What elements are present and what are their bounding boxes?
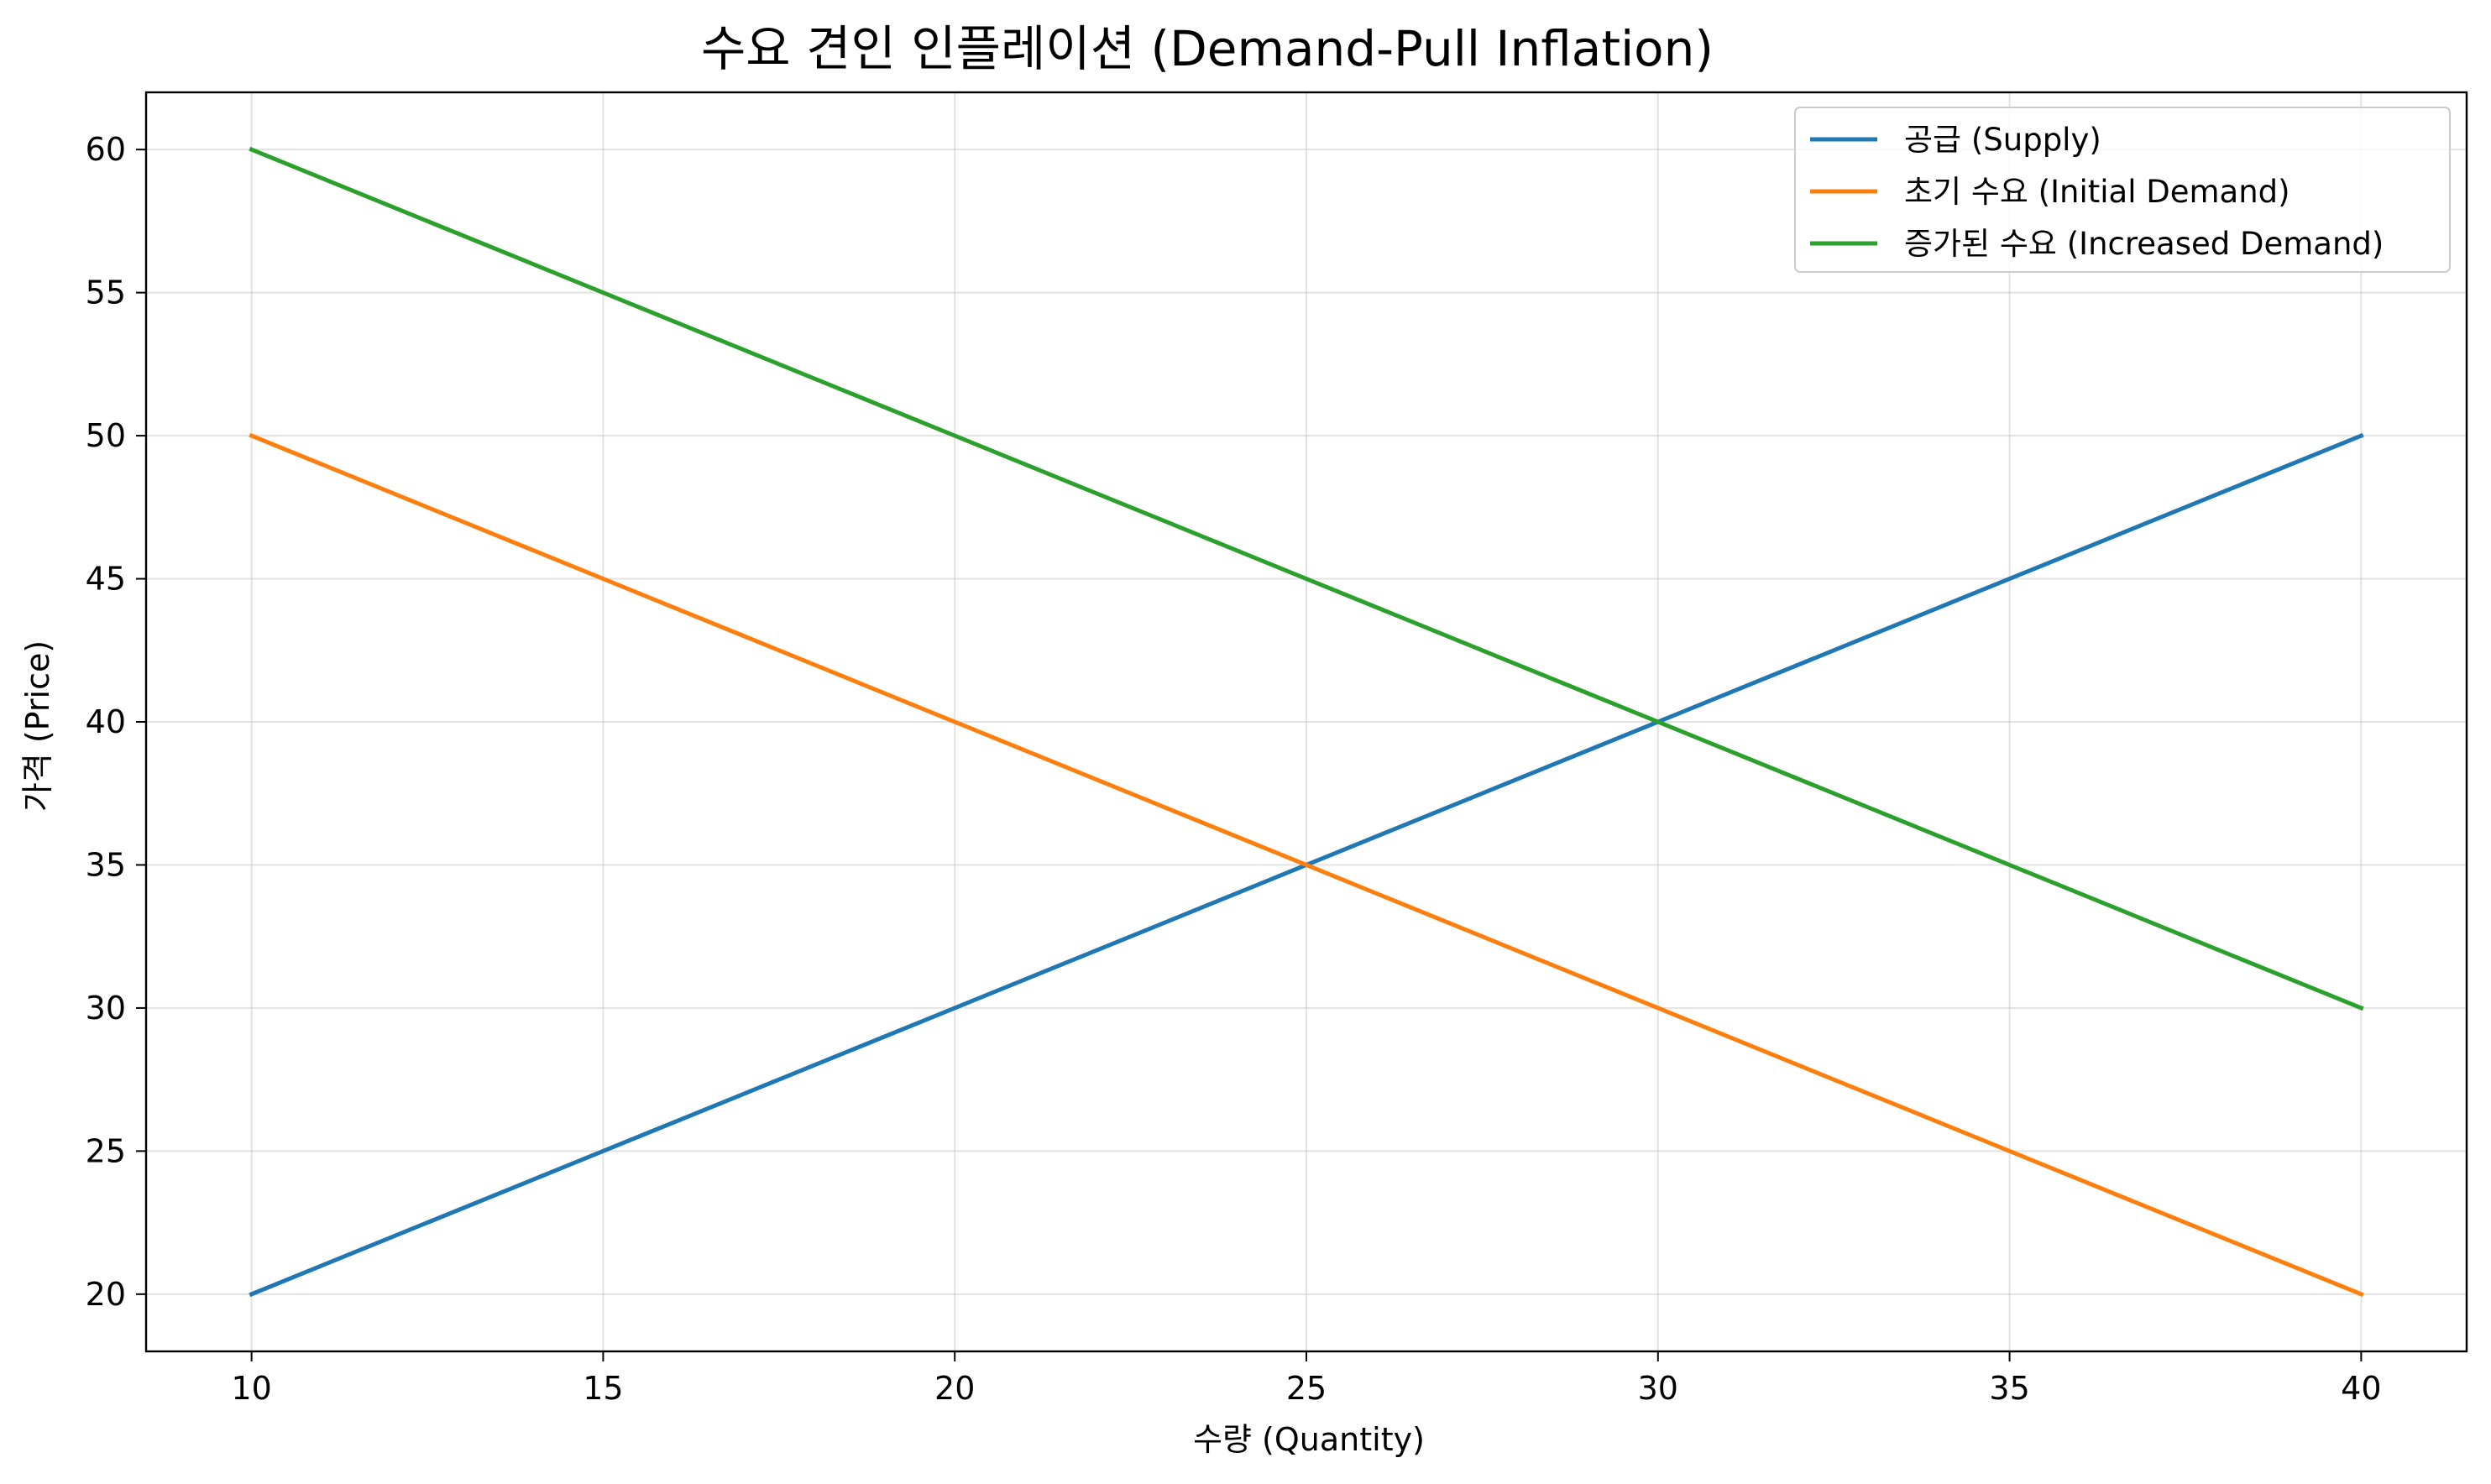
x-tick-label: 10 bbox=[231, 1370, 271, 1407]
y-tick-label: 60 bbox=[86, 131, 126, 168]
x-tick-label: 20 bbox=[934, 1370, 975, 1407]
y-tick-label: 25 bbox=[86, 1132, 126, 1169]
x-tick-label: 15 bbox=[583, 1370, 623, 1407]
x-axis-label: 수량 (Quantity) bbox=[1193, 1421, 1425, 1458]
legend: 공급 (Supply) 초기 수요 (Initial Demand) 증가된 수요 … bbox=[1794, 107, 2451, 273]
legend-entry-supply: 공급 (Supply) bbox=[1904, 122, 2101, 158]
initial-demand-line bbox=[249, 432, 2364, 1298]
y-tick-label: 20 bbox=[86, 1276, 126, 1313]
y-axis-label: 가격 (Price) bbox=[19, 640, 56, 812]
y-tick-label: 30 bbox=[86, 990, 126, 1027]
x-tick-label: 25 bbox=[1286, 1370, 1327, 1407]
increased-demand-line bbox=[249, 146, 2364, 1011]
axis-ticks: 10 15 20 25 30 35 40 20 25 30 35 40 45 50 55 60 bbox=[86, 131, 2382, 1407]
y-tick-label: 55 bbox=[86, 274, 126, 311]
x-tick-label: 35 bbox=[1989, 1370, 2029, 1407]
x-tick-label: 40 bbox=[2341, 1370, 2381, 1407]
y-tick-label: 50 bbox=[86, 417, 126, 454]
plot-lines bbox=[249, 146, 2364, 1298]
y-tick-label: 35 bbox=[86, 846, 126, 883]
chart-title: 수요 견인 인플레이션 (Demand-Pull Inflation) bbox=[701, 20, 1714, 77]
legend-entry-increased-demand: 증가된 수요 (Increased Demand) bbox=[1904, 226, 2384, 262]
y-tick-label: 45 bbox=[86, 561, 126, 598]
x-tick-label: 30 bbox=[1638, 1370, 1678, 1407]
legend-entry-initial-demand: 초기 수요 (Initial Demand) bbox=[1904, 174, 2290, 210]
y-tick-label: 40 bbox=[86, 703, 126, 740]
legend-box bbox=[1794, 107, 2451, 273]
